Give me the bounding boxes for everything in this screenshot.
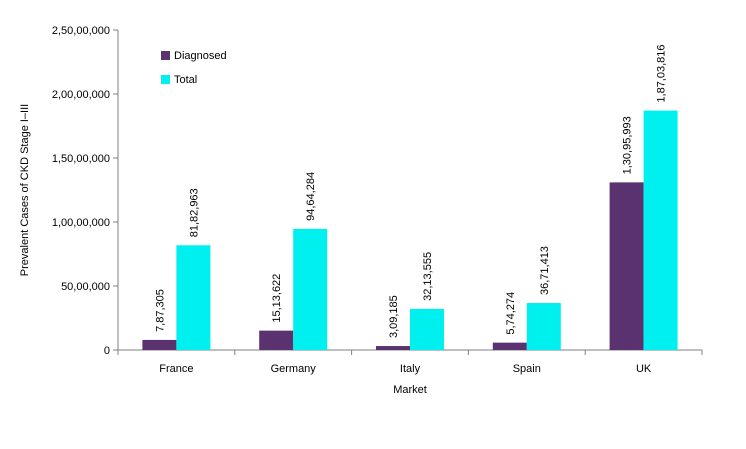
- legend-label-total: Total: [174, 74, 197, 86]
- bar-diagnosed-germany: [259, 330, 294, 350]
- data-label: 81,82,963: [188, 188, 200, 237]
- legend: Diagnosed Total: [161, 50, 227, 86]
- bar-diagnosed-italy: [376, 346, 410, 350]
- data-label: 1,30,95,993: [622, 116, 634, 174]
- data-label: 15,13,622: [271, 274, 283, 323]
- bar-diagnosed-france: [142, 339, 177, 350]
- legend-swatch-total: [161, 75, 170, 84]
- x-axis-title: Market: [393, 384, 427, 396]
- x-tick-label: UK: [636, 363, 652, 375]
- y-axis-title: Prevalent Cases of CKD Stage I–III: [19, 104, 31, 276]
- x-tick-label: France: [159, 363, 193, 375]
- bar-total-germany: [293, 228, 328, 350]
- x-tick-label: Spain: [513, 363, 541, 375]
- legend-label-diagnosed: Diagnosed: [174, 50, 227, 62]
- y-tick-label: 0: [104, 345, 110, 357]
- axes: 0 50,00,000 1,00,00,000 1,50,00,000 2,00,00,…: [52, 25, 703, 375]
- data-label: 36,71,413: [539, 246, 551, 295]
- y-tick-label: 50,00,000: [61, 281, 110, 293]
- bar-labels: 7,87,305 81,82,963 15,13,622 94,64,284 3,09,…: [154, 44, 667, 338]
- y-tick-label: 1,50,00,000: [52, 153, 110, 165]
- legend-swatch-diagnosed: [161, 51, 170, 60]
- data-label: 7,87,305: [154, 289, 166, 332]
- y-tick-label: 1,00,00,000: [52, 217, 110, 229]
- y-tick-label: 2,00,00,000: [52, 89, 110, 101]
- data-label: 3,09,185: [388, 295, 400, 338]
- data-label: 1,87,03,816: [656, 44, 668, 102]
- y-tick-label: 2,50,00,000: [52, 25, 110, 37]
- data-label: 5,74,274: [505, 292, 517, 335]
- bar-total-spain: [526, 303, 561, 350]
- bar-total-uk: [643, 110, 678, 350]
- bars: [142, 110, 678, 350]
- data-label: 94,64,284: [305, 172, 317, 221]
- x-tick-label: Italy: [400, 363, 421, 375]
- bar-total-france: [176, 245, 211, 350]
- bar-total-italy: [410, 308, 444, 350]
- bar-diagnosed-spain: [492, 342, 527, 350]
- bar-diagnosed-uk: [609, 182, 644, 350]
- data-label: 32,13,555: [422, 252, 434, 301]
- x-tick-label: Germany: [271, 363, 317, 375]
